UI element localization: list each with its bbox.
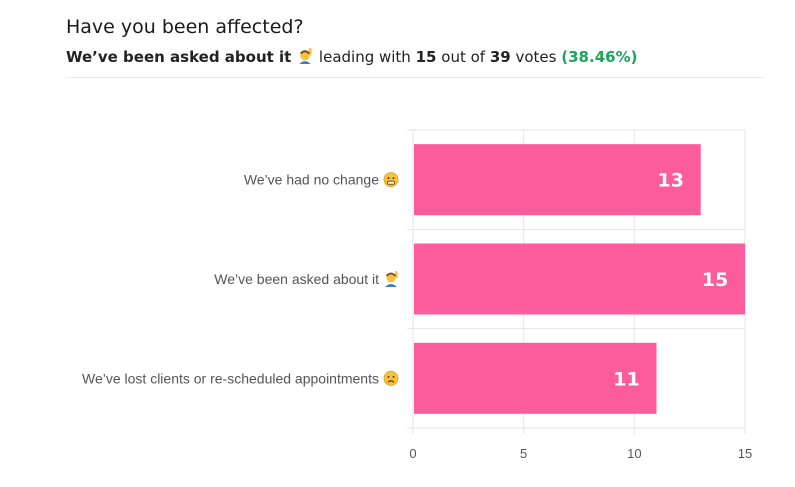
category-label: We’ve been asked about it [214, 271, 379, 287]
data-label: 13 [658, 170, 684, 192]
raising-hand-icon [299, 47, 312, 64]
data-label: 11 [613, 368, 639, 390]
poll-title: Have you been affected? [66, 16, 304, 38]
raising-hand-icon [385, 271, 398, 287]
poll-summary: We’ve been asked about it leading with 1… [66, 47, 637, 66]
category-label: We’ve had no change [244, 172, 379, 188]
grimacing-face-icon [383, 172, 399, 188]
x-tick-label: 15 [738, 446, 752, 461]
x-tick-label: 0 [409, 446, 416, 461]
bar [414, 342, 657, 414]
leading-percent: (38.46%) [561, 48, 638, 66]
frowning-face-icon [383, 370, 399, 386]
header-divider [66, 77, 764, 78]
out-of-text: out of [441, 48, 486, 66]
x-tick-label: 5 [520, 446, 527, 461]
leading-with-text: leading with [318, 48, 411, 66]
votes-text: votes [515, 48, 557, 66]
leading-vote-count: 15 [415, 48, 437, 66]
bar [414, 144, 701, 216]
x-tick-label: 10 [627, 446, 641, 461]
category-label: We’ve lost clients or re-scheduled appoi… [82, 370, 379, 386]
bar [414, 243, 745, 315]
data-label: 15 [702, 269, 728, 291]
total-vote-count: 39 [489, 48, 511, 66]
leading-option-label: We’ve been asked about it [66, 48, 292, 66]
